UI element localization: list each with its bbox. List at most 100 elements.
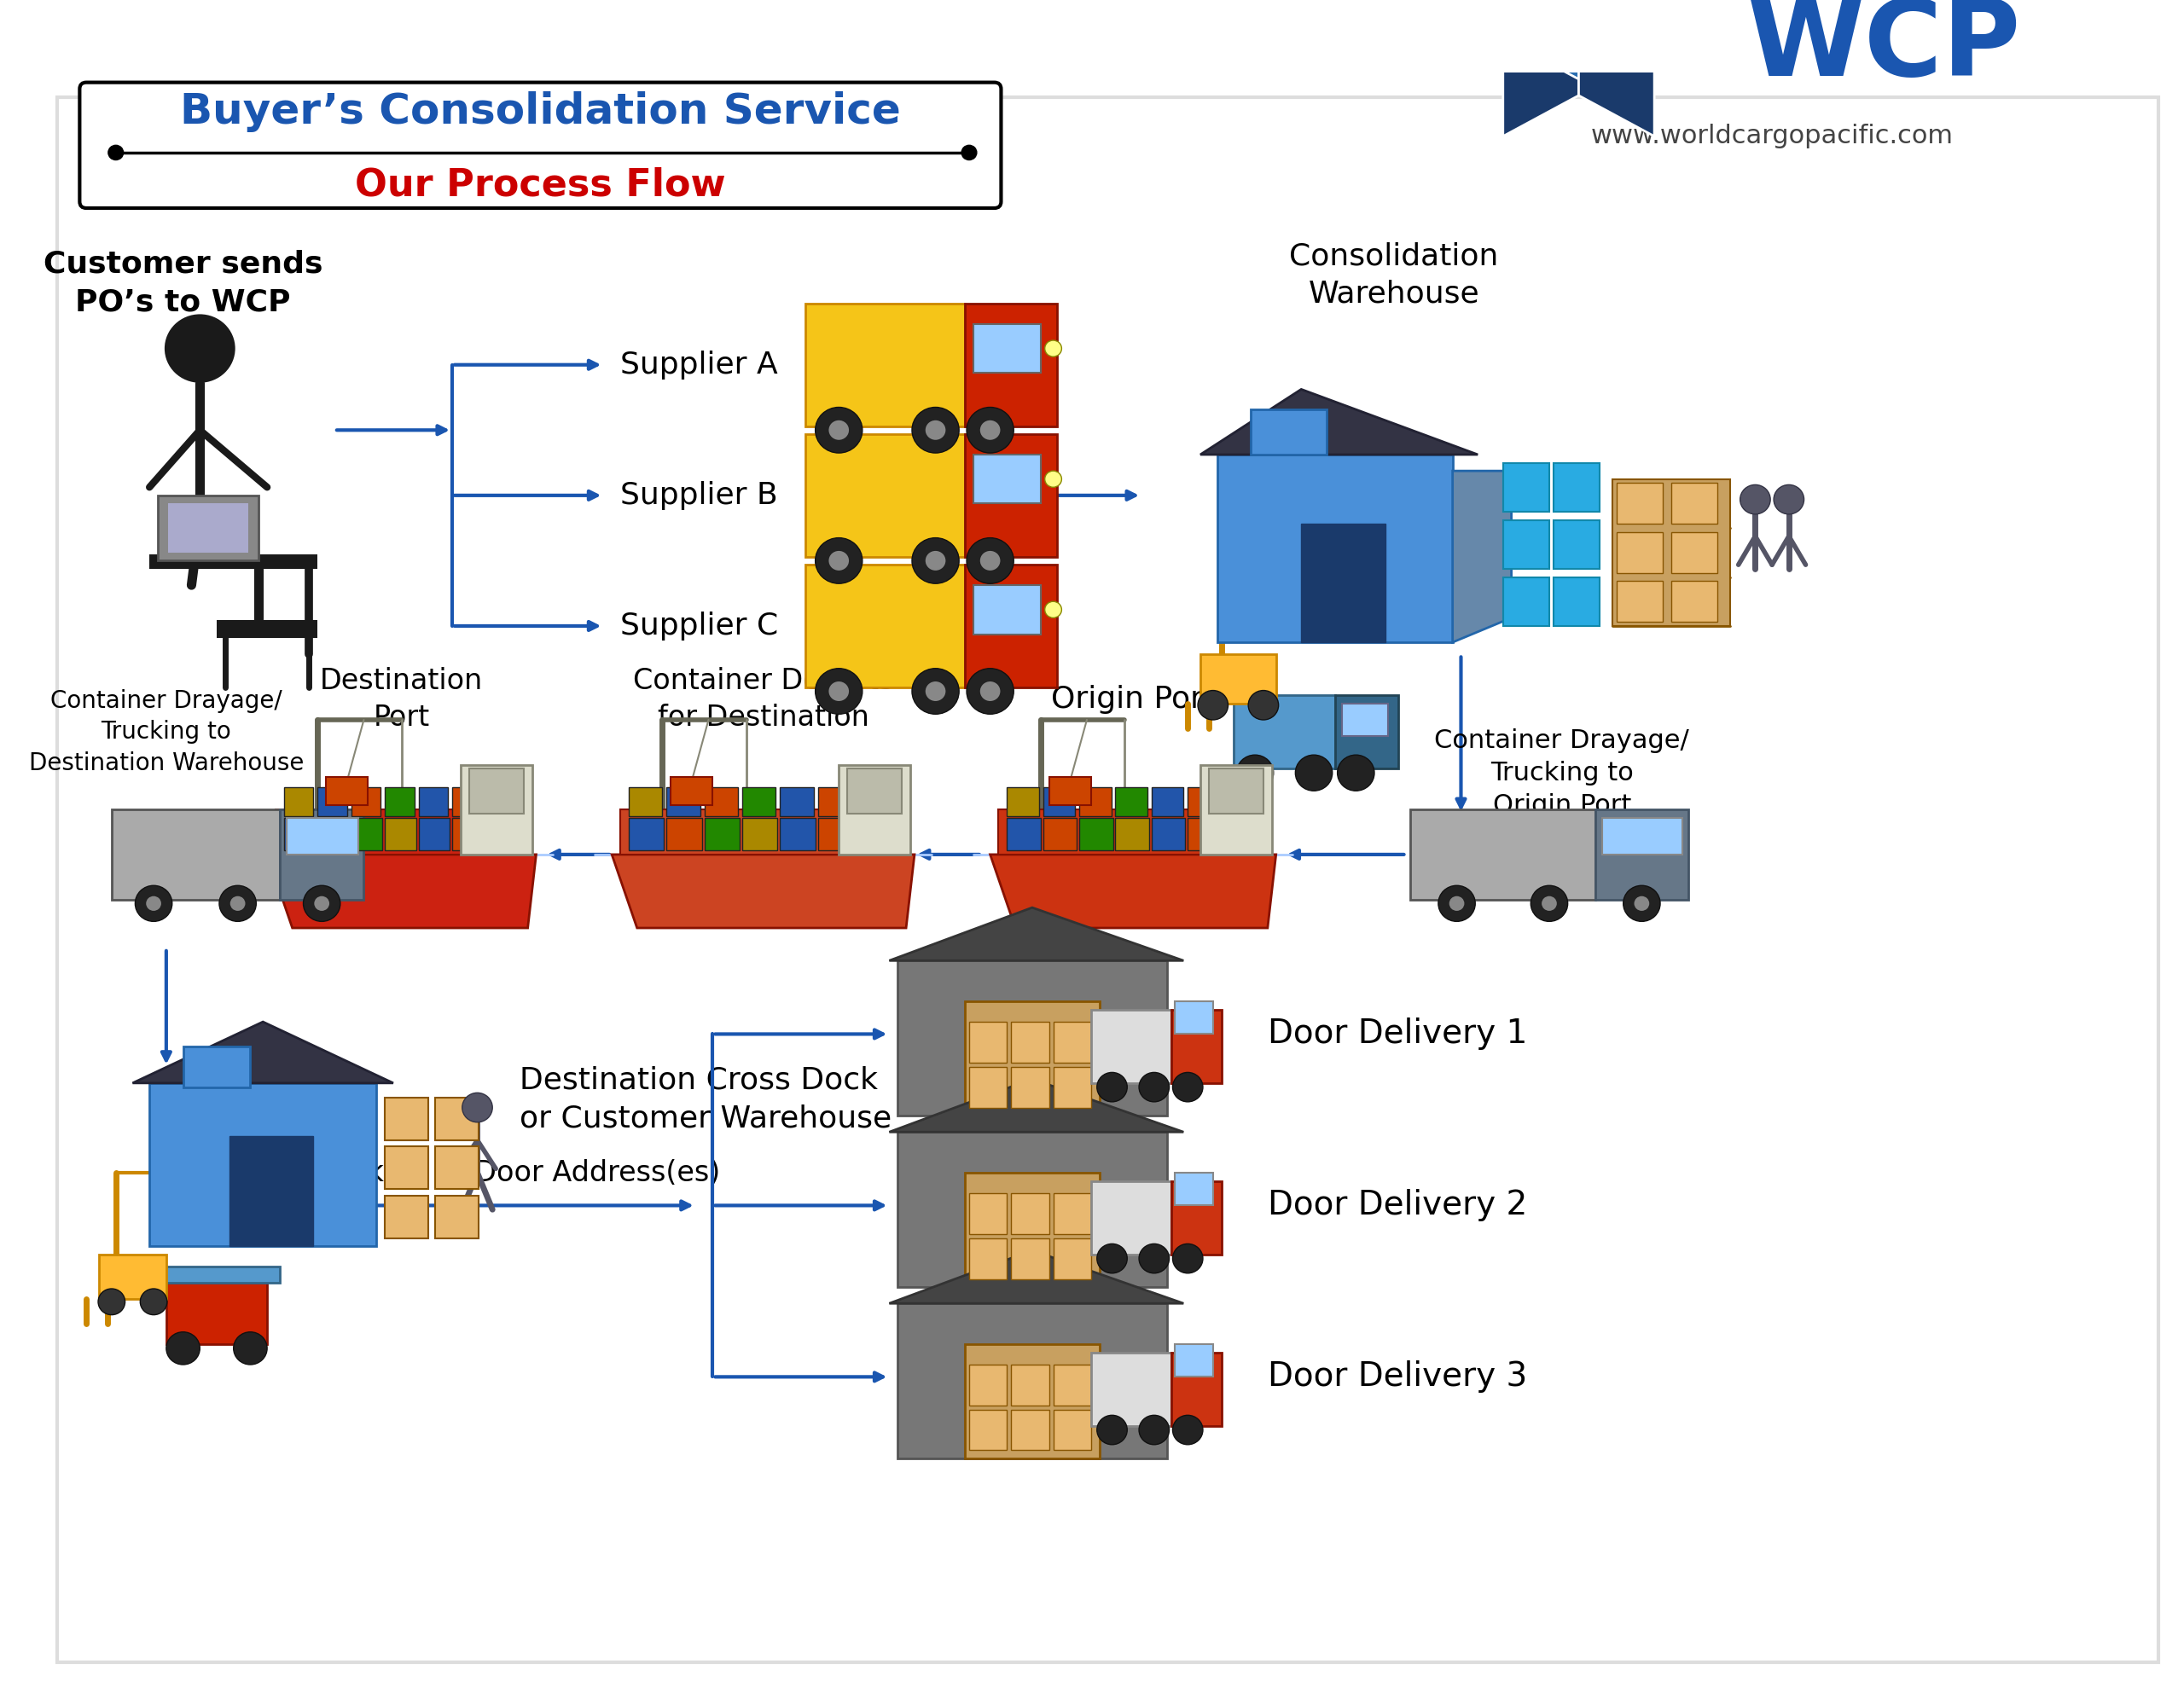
Circle shape [1542, 896, 1557, 911]
Circle shape [926, 552, 946, 570]
Circle shape [926, 420, 946, 440]
Bar [452, 818, 483, 850]
Circle shape [218, 886, 256, 921]
Bar [1175, 1345, 1212, 1377]
Circle shape [304, 886, 341, 921]
Bar [325, 778, 369, 805]
Bar [1234, 695, 1334, 769]
Bar [149, 553, 317, 569]
Circle shape [1096, 1415, 1127, 1444]
Text: Customer sends
PO’s to WCP: Customer sends PO’s to WCP [44, 250, 323, 317]
Text: Consolidation
Warehouse: Consolidation Warehouse [1289, 241, 1498, 309]
Text: Door Delivery 3: Door Delivery 3 [1267, 1361, 1527, 1393]
Bar [970, 1193, 1007, 1233]
Text: Supplier C: Supplier C [620, 611, 778, 641]
Bar [1171, 1009, 1221, 1083]
Text: Container Drayage/
Trucking to
Destination Warehouse: Container Drayage/ Trucking to Destinati… [28, 688, 304, 776]
Bar [780, 788, 815, 817]
Bar [280, 810, 365, 899]
Circle shape [1623, 886, 1660, 921]
Polygon shape [1201, 390, 1479, 454]
Bar [1671, 482, 1717, 525]
Bar [1503, 520, 1548, 569]
Polygon shape [889, 1250, 1184, 1304]
Bar [898, 1132, 1166, 1287]
Circle shape [1140, 1073, 1168, 1102]
Bar [419, 818, 450, 850]
Circle shape [1140, 1415, 1168, 1444]
Polygon shape [1658, 0, 1706, 22]
Bar [1616, 531, 1662, 574]
Text: Door Delivery 1: Door Delivery 1 [1267, 1017, 1527, 1051]
Bar [1603, 818, 1682, 855]
Bar [974, 324, 1040, 373]
Polygon shape [1503, 0, 1653, 79]
Bar [149, 1083, 376, 1247]
Bar [847, 769, 902, 813]
Circle shape [1531, 886, 1568, 921]
Circle shape [1634, 896, 1649, 911]
Text: Buyer’s Consolidation Service: Buyer’s Consolidation Service [179, 91, 900, 132]
Polygon shape [1452, 471, 1511, 643]
Circle shape [1096, 1243, 1127, 1274]
Circle shape [1173, 1073, 1203, 1102]
Bar [1612, 479, 1730, 626]
Bar [317, 818, 349, 850]
Circle shape [1173, 1415, 1203, 1444]
Circle shape [913, 668, 959, 714]
Bar [670, 778, 712, 805]
Bar [806, 434, 965, 557]
Bar [1201, 655, 1275, 703]
Polygon shape [889, 1080, 1184, 1132]
Text: Container Departs
for Destination: Container Departs for Destination [633, 666, 893, 732]
Bar [1188, 788, 1219, 817]
Bar [1334, 695, 1398, 769]
Bar [1048, 778, 1092, 805]
Bar [1092, 1353, 1171, 1426]
Bar [780, 818, 815, 850]
Bar [1079, 788, 1112, 817]
Text: Our Process Flow: Our Process Flow [356, 167, 725, 204]
Bar [166, 1284, 266, 1345]
Circle shape [828, 552, 850, 570]
Text: Final Mile Trucking to Door Address(es): Final Mile Trucking to Door Address(es) [168, 1159, 721, 1188]
Bar [435, 1147, 478, 1189]
Circle shape [1773, 484, 1804, 515]
Bar [965, 565, 1057, 687]
Circle shape [968, 538, 1013, 584]
Bar [743, 818, 778, 850]
Bar [970, 1066, 1007, 1108]
Circle shape [815, 668, 863, 714]
Bar [817, 788, 852, 817]
Bar [1011, 1022, 1048, 1063]
Bar [898, 1304, 1166, 1459]
Circle shape [981, 420, 1000, 440]
Bar [1553, 520, 1599, 569]
Text: Supplier A: Supplier A [620, 351, 778, 380]
Circle shape [1044, 602, 1061, 617]
Text: Supplier B: Supplier B [620, 481, 778, 509]
Bar [98, 1255, 166, 1299]
Bar [384, 818, 415, 850]
Circle shape [146, 896, 162, 911]
Circle shape [1249, 690, 1278, 720]
Bar [965, 1172, 1099, 1287]
Bar [629, 788, 662, 817]
Bar [1616, 482, 1662, 525]
Bar [620, 810, 898, 855]
Bar [352, 788, 380, 817]
Bar [703, 788, 738, 817]
Text: Destination
Port: Destination Port [321, 666, 483, 732]
Circle shape [913, 538, 959, 584]
Bar [1092, 1181, 1171, 1255]
Bar [1175, 1002, 1212, 1034]
Bar [384, 1147, 428, 1189]
Bar [1011, 1193, 1048, 1233]
Bar [470, 769, 524, 813]
Bar [1208, 769, 1262, 813]
Bar [817, 818, 854, 850]
Bar [168, 503, 249, 553]
Bar [1007, 788, 1040, 817]
Bar [461, 764, 533, 855]
Bar [1251, 410, 1326, 454]
